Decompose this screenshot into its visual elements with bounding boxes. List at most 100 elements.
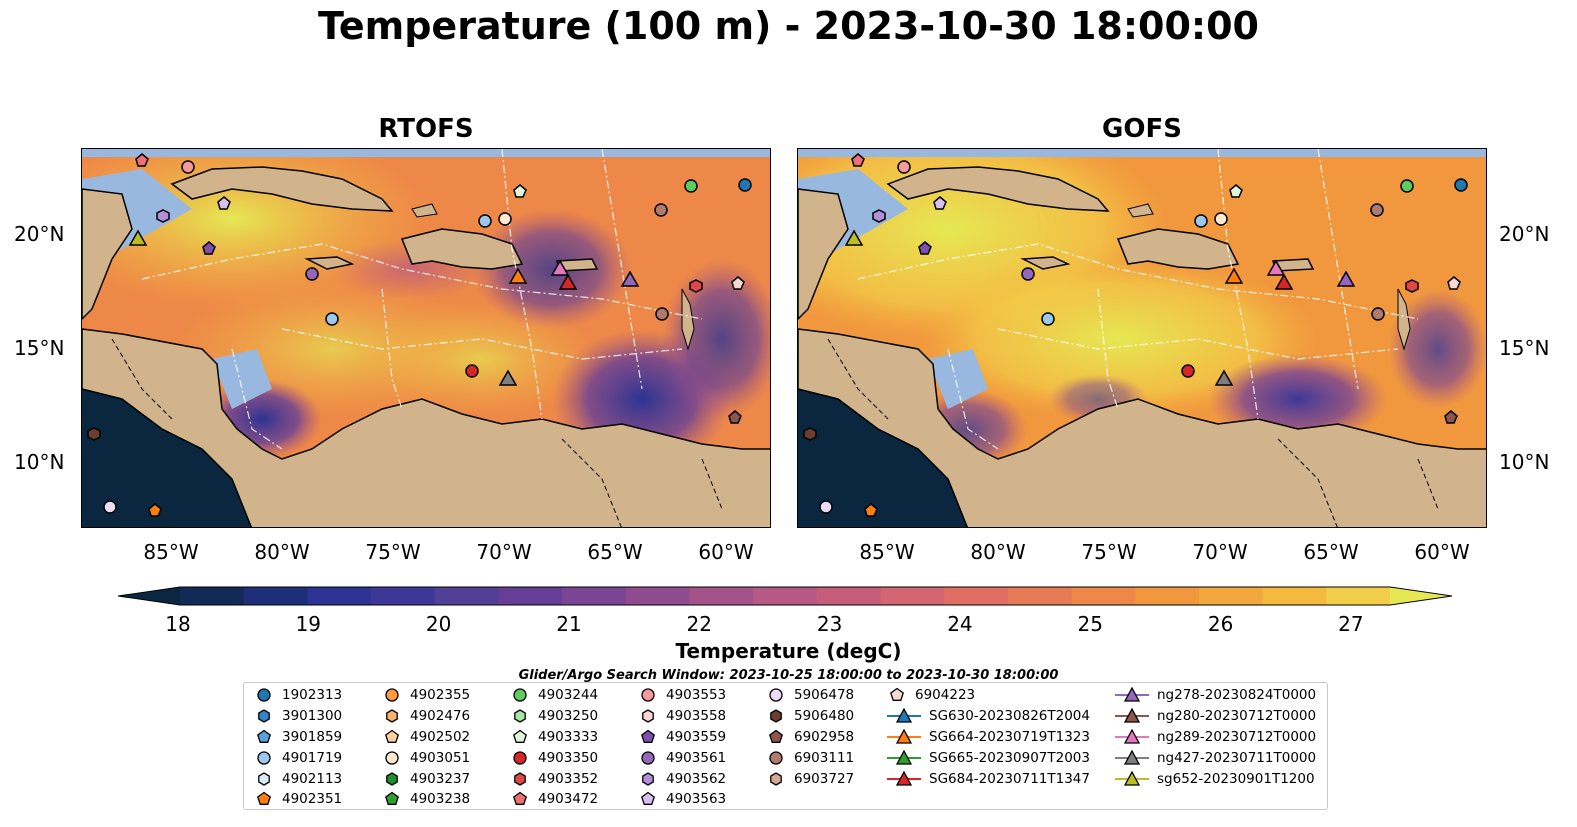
marker-4903563[interactable]: [933, 196, 947, 210]
marker-6904223[interactable]: [731, 276, 745, 290]
colorbar-segment: [1262, 587, 1327, 605]
shelf-area: [798, 149, 1486, 157]
colorbar-extend-min: [118, 587, 180, 605]
legend-item: SG665-20230907T2003: [887, 747, 1090, 768]
marker-4903562[interactable]: [872, 209, 886, 223]
marker-sg664[interactable]: [508, 267, 528, 284]
marker-4903352[interactable]: [689, 279, 703, 293]
marker-1902313[interactable]: [1454, 178, 1468, 192]
triangle-line-marker-icon: [1115, 770, 1149, 786]
marker-4903333[interactable]: [1229, 184, 1243, 198]
pentagon-marker-icon: [890, 688, 904, 702]
legend-item-label: sg652-20230901T1200: [1157, 770, 1315, 787]
legend-item: 4903352: [510, 768, 598, 789]
lon-label-60w-gofs: 60°W: [1414, 540, 1470, 564]
marker-4903472[interactable]: [135, 153, 149, 167]
colorbar-segment: [1135, 587, 1200, 605]
pentagon-marker-icon: [641, 792, 655, 806]
marker-4903553[interactable]: [897, 160, 911, 174]
marker-5906480[interactable]: [803, 427, 817, 441]
legend-item-label: 4903563: [666, 791, 727, 808]
legend-item-label: 6904223: [915, 687, 976, 704]
legend-item-label: 4903561: [666, 749, 727, 766]
map-rtofs-svg: [82, 149, 770, 527]
marker-4903051[interactable]: [1214, 212, 1228, 226]
marker-4903563[interactable]: [217, 196, 231, 210]
legend-item-label: 4903244: [538, 687, 599, 704]
marker-4903051[interactable]: [498, 212, 512, 226]
circle-marker-icon: [385, 751, 399, 765]
marker-4903472[interactable]: [851, 153, 865, 167]
colorbar-segment: [243, 587, 308, 605]
marker-4902351[interactable]: [148, 503, 162, 517]
marker-ng289[interactable]: [550, 259, 570, 276]
marker-6903111[interactable]: [654, 203, 668, 217]
hexagon-marker-icon: [386, 709, 398, 723]
marker-ng427[interactable]: [498, 369, 518, 386]
marker-1902313[interactable]: [738, 178, 752, 192]
cuba-land: [170, 166, 394, 212]
marker-4902351[interactable]: [864, 503, 878, 517]
colorbar-segment: [1007, 587, 1073, 605]
marker-6903111[interactable]: [1370, 203, 1384, 217]
marker-6904223[interactable]: [1447, 276, 1461, 290]
legend-item: ng278-20230824T0000: [1115, 685, 1316, 706]
triangle-line-marker-icon: [887, 749, 921, 765]
colorbar-extend-max: [1390, 587, 1452, 605]
marker-4903559[interactable]: [202, 241, 216, 255]
marker-ng289[interactable]: [1266, 259, 1286, 276]
marker-sg664[interactable]: [1224, 267, 1244, 284]
marker-4903350[interactable]: [1181, 364, 1195, 378]
colorbar-tick-label: 19: [295, 612, 322, 636]
marker-4903562[interactable]: [156, 209, 170, 223]
marker-sg652[interactable]: [844, 229, 864, 246]
marker-5906478[interactable]: [103, 500, 117, 514]
marker-5906478[interactable]: [819, 500, 833, 514]
marker-4903352[interactable]: [1405, 279, 1419, 293]
marker-4903553[interactable]: [181, 160, 195, 174]
legend-item-label: 4903237: [410, 770, 471, 787]
marker-6902958[interactable]: [728, 410, 742, 424]
map-gofs[interactable]: [797, 148, 1487, 528]
marker-5906480[interactable]: [87, 427, 101, 441]
marker-4903244[interactable]: [1400, 179, 1414, 193]
hexagon-marker-icon: [514, 709, 526, 723]
marker-4901719[interactable]: [325, 312, 339, 326]
legend-column: ng278-20230824T0000 ng280-20230712T0000 ng…: [1115, 685, 1316, 810]
colorbar-segment: [434, 587, 499, 605]
island-land: [1127, 203, 1154, 218]
marker-4903561[interactable]: [305, 267, 319, 281]
pentagon-marker-icon: [257, 729, 271, 743]
marker-6902958[interactable]: [1444, 410, 1458, 424]
legend-item: [766, 789, 854, 810]
legend-item-label: 4902113: [282, 770, 343, 787]
triangle-line-marker-icon: [1115, 749, 1149, 765]
marker-4901719[interactable]: [478, 214, 492, 228]
legend-item: 1902313: [254, 685, 342, 706]
marker-4903561[interactable]: [1021, 267, 1035, 281]
marker-sg652[interactable]: [128, 229, 148, 246]
marker-4903350[interactable]: [465, 364, 479, 378]
legend-item-label: 6902958: [794, 728, 855, 745]
marker-4903559[interactable]: [918, 241, 932, 255]
marker-6903111[interactable]: [655, 307, 669, 321]
marker-sg684[interactable]: [1274, 273, 1294, 290]
marker-6903111[interactable]: [1371, 307, 1385, 321]
marker-ng427[interactable]: [1214, 369, 1234, 386]
legend-item-label: SG630-20230826T2004: [929, 708, 1090, 725]
map-rtofs[interactable]: [81, 148, 771, 528]
legend-item-label: 4902355: [410, 687, 471, 704]
map-gofs-svg: [798, 149, 1486, 527]
marker-ng278[interactable]: [1336, 270, 1356, 287]
marker-4901719[interactable]: [1041, 312, 1055, 326]
legend-item: 6904223: [887, 685, 1090, 706]
marker-ng278[interactable]: [620, 270, 640, 287]
marker-4903244[interactable]: [684, 179, 698, 193]
marker-4903333[interactable]: [513, 184, 527, 198]
colorbar-segment: [562, 587, 627, 605]
legend-item: 3901859: [254, 727, 342, 748]
marker-4901719[interactable]: [1194, 214, 1208, 228]
legend-item-label: 4903250: [538, 708, 599, 725]
marker-sg684[interactable]: [558, 273, 578, 290]
circle-marker-icon: [769, 688, 783, 703]
